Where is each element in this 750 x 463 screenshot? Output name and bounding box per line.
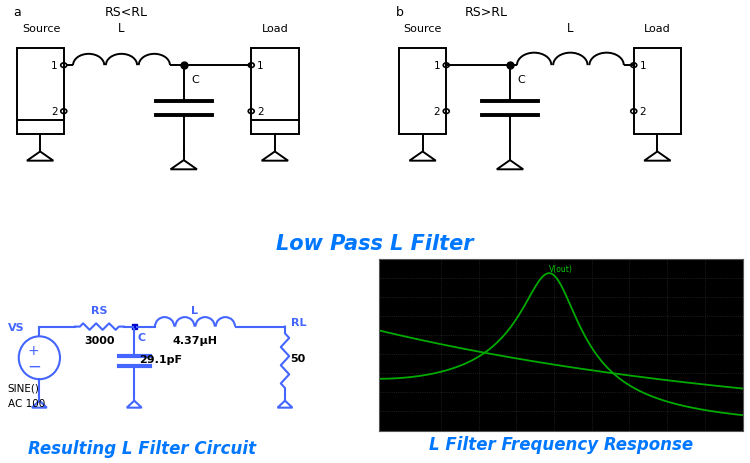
Text: L: L (567, 22, 574, 35)
Text: 2: 2 (51, 107, 58, 117)
Text: C: C (191, 75, 199, 85)
Text: L: L (191, 305, 199, 315)
Text: 1: 1 (257, 61, 264, 71)
Text: L: L (118, 22, 124, 35)
Text: Source: Source (404, 24, 442, 34)
Text: b: b (396, 6, 404, 19)
Text: RS<RL: RS<RL (105, 6, 148, 19)
Text: −: − (27, 357, 40, 375)
Text: RL: RL (291, 317, 306, 327)
Text: VS: VS (8, 323, 24, 333)
Text: Low Pass L Filter: Low Pass L Filter (276, 234, 474, 254)
Text: V(out): V(out) (549, 264, 572, 273)
Text: 1: 1 (51, 61, 58, 71)
Text: Load: Load (644, 24, 670, 34)
Text: 50: 50 (291, 353, 306, 363)
Text: 2: 2 (640, 107, 646, 117)
Bar (634, 49, 681, 135)
Text: 2: 2 (257, 107, 264, 117)
Text: Source: Source (22, 24, 61, 34)
Bar (251, 49, 298, 135)
Text: RS>RL: RS>RL (465, 6, 508, 19)
Text: C: C (137, 332, 146, 343)
Text: AC 100: AC 100 (8, 399, 45, 409)
Text: 29.1pF: 29.1pF (139, 354, 182, 364)
Text: 1: 1 (433, 61, 440, 71)
Text: L Filter Frequency Response: L Filter Frequency Response (428, 436, 693, 453)
Text: 2: 2 (433, 107, 440, 117)
Bar (16, 49, 64, 135)
Text: 3000: 3000 (84, 335, 115, 345)
Text: a: a (13, 6, 21, 19)
Text: 1: 1 (640, 61, 646, 71)
Bar (399, 49, 446, 135)
Text: 4.37μH: 4.37μH (172, 335, 217, 345)
Text: C: C (518, 75, 525, 85)
Text: Load: Load (262, 24, 288, 34)
Text: SINE(): SINE() (8, 383, 39, 393)
Text: +: + (28, 343, 40, 357)
Bar (132, 325, 136, 329)
Text: RS: RS (92, 305, 108, 315)
Text: Resulting L Filter Circuit: Resulting L Filter Circuit (28, 439, 256, 457)
